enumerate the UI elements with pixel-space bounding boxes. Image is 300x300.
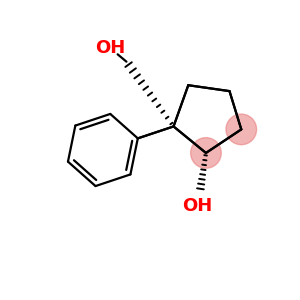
Circle shape (226, 114, 256, 145)
Text: OH: OH (182, 197, 212, 215)
Text: OH: OH (95, 39, 125, 57)
Circle shape (190, 138, 221, 168)
